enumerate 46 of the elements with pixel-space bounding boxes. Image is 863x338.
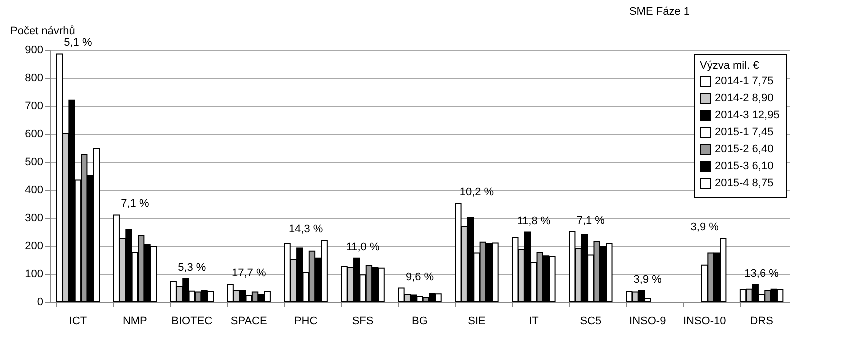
x-tick-label: NMP: [122, 316, 148, 328]
x-tick-label: IT: [529, 316, 540, 328]
annotation: 17,7 %: [232, 268, 266, 280]
annotation: 5,3 %: [178, 262, 206, 274]
annotation: 3,9 %: [690, 221, 720, 234]
x-tick-label: SC5: [580, 316, 602, 328]
legend-label: 2015-4 8,75: [715, 178, 774, 190]
legend-label: 2015-3 6,10: [715, 160, 774, 172]
x-tick-label: DRS: [750, 316, 774, 328]
legend-label: 2015-1 7,45: [715, 126, 774, 138]
x-tick-label: SPACE: [230, 316, 268, 328]
annotation: 10,2 %: [460, 186, 494, 199]
y-tick-label: 100: [25, 268, 44, 280]
legend-label: 2014-2 8,90: [715, 92, 774, 104]
chart-title: SME Fáze 1: [629, 6, 690, 18]
annotation: 3,9 %: [634, 274, 662, 286]
x-tick-label: ICT: [69, 316, 88, 328]
y-tick-label: 800: [25, 72, 44, 84]
legend-label: 2015-2 6,40: [715, 144, 774, 156]
annotation: 14,3 %: [288, 224, 324, 236]
legend-label: 2014-3 12,95: [715, 110, 780, 122]
y-axis-title: Počet návrhů: [10, 26, 76, 38]
y-tick-label: 0: [37, 296, 44, 308]
x-tick-label: BIOTEC: [172, 316, 213, 328]
x-tick-label: INSO-9: [630, 316, 666, 328]
y-tick-label: 700: [25, 100, 44, 112]
x-tick-label: SFS: [352, 316, 374, 328]
y-tick-label: 200: [25, 240, 44, 252]
y-tick-label: 400: [25, 184, 44, 196]
annotation: 7,1 %: [576, 215, 606, 227]
annotation: 13,6 %: [744, 268, 780, 280]
y-tick-label: 600: [25, 128, 44, 140]
legend-title: Výzva mil. €: [700, 60, 760, 72]
annotation: 7,1 %: [121, 198, 150, 210]
y-tick-label: 900: [25, 44, 44, 56]
y-tick-label: 500: [25, 156, 44, 168]
x-tick-label: PHC: [294, 316, 318, 328]
legend-label: 2014-1 7,75: [715, 76, 774, 88]
annotation: 11,0 %: [346, 241, 380, 254]
x-tick-label: BG: [412, 316, 428, 328]
annotation: 9,6 %: [406, 271, 434, 284]
text: 5,1 %: [64, 37, 92, 50]
annotation: 11,8 %: [517, 215, 551, 228]
x-tick-label: SIE: [468, 316, 486, 328]
x-tick-label: INSO-10: [683, 316, 726, 328]
y-tick-label: 300: [25, 212, 44, 224]
